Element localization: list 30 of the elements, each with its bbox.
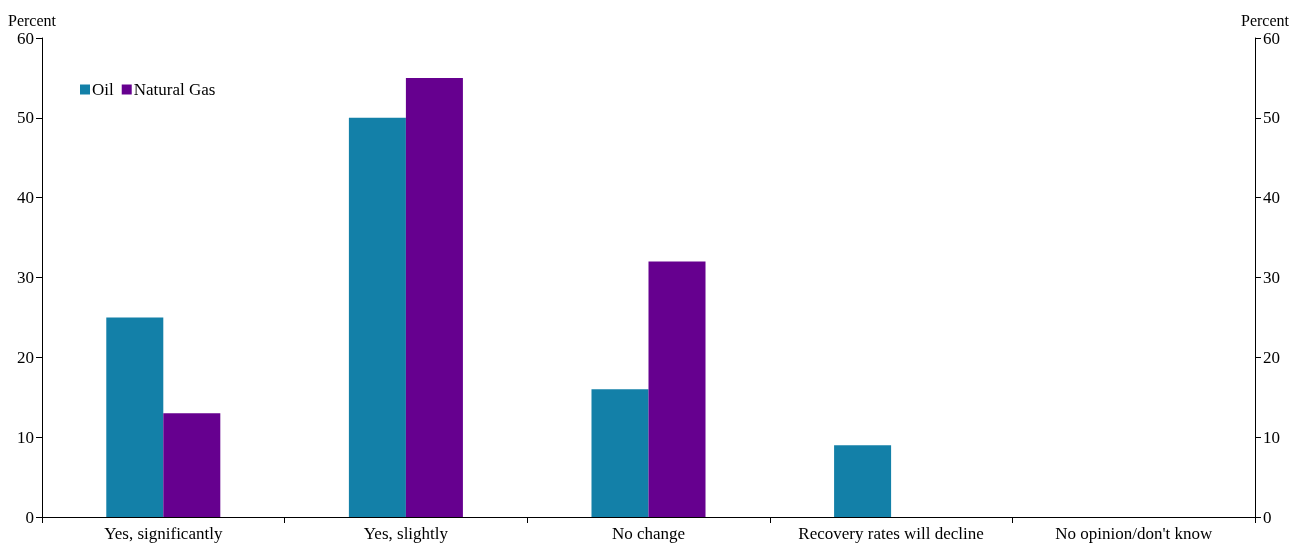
y2-tick-label: 0: [1263, 507, 1272, 527]
y-tick-label: 10: [17, 427, 34, 447]
x-tick-label: No opinion/don't know: [1055, 524, 1213, 543]
bar: [648, 261, 706, 517]
bar: [405, 77, 463, 517]
y2-tick-label: 20: [1263, 347, 1280, 367]
legend-label: Oil: [92, 80, 114, 99]
x-tick-label: Recovery rates will decline: [798, 524, 984, 543]
x-tick-label: No change: [611, 524, 686, 543]
bar: [106, 317, 164, 517]
y2-tick-label: 30: [1263, 268, 1280, 287]
bar: [834, 445, 892, 517]
y2-tick-label: 60: [1263, 28, 1280, 48]
y2-tick-label: 50: [1263, 108, 1280, 128]
bar: [163, 413, 221, 517]
y-axis-title: Percent: [8, 11, 57, 29]
y-tick-label: 60: [17, 28, 34, 48]
y-tick-label: 30: [17, 268, 34, 287]
y2-axis-title: Percent: [1241, 11, 1290, 29]
x-tick-label: Yes, significantly: [104, 524, 223, 543]
y2-tick-label: 40: [1263, 188, 1280, 208]
y2-tick-label: 10: [1263, 427, 1280, 447]
bar: [591, 389, 649, 517]
y-tick-label: 40: [17, 188, 34, 208]
y-tick-label: 20: [17, 347, 34, 367]
bar: [348, 117, 406, 517]
legend-label: Natural Gas: [133, 80, 216, 99]
y-tick-label: 0: [25, 507, 34, 527]
x-tick-label: Yes, slightly: [363, 524, 449, 543]
y-tick-label: 50: [17, 108, 34, 128]
